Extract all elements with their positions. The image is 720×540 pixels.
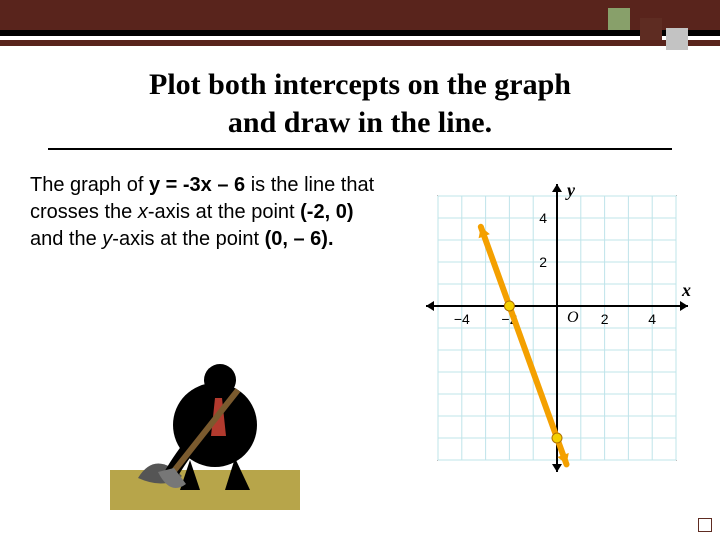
slide-top-bar	[0, 0, 720, 52]
svg-text:2: 2	[601, 311, 609, 327]
digging-clipart	[110, 350, 300, 510]
title-underline	[48, 148, 672, 150]
decor-square-maroon	[640, 18, 662, 40]
decor-square-gray	[666, 28, 688, 50]
body-t1: The graph of	[30, 174, 149, 196]
body-t3: -axis at the point	[148, 201, 300, 223]
y-axis-word: y	[102, 228, 112, 250]
svg-text:y: y	[565, 180, 576, 200]
svg-text:4: 4	[539, 210, 547, 226]
bar-stripe-2	[0, 30, 720, 36]
coordinate-graph: −4−22442Oxy	[406, 178, 696, 478]
point-1: (-2, 0)	[300, 201, 353, 223]
body-t5: -axis at the point	[112, 228, 264, 250]
body-paragraph: The graph of y = -3x – 6 is the line tha…	[30, 172, 380, 253]
svg-text:2: 2	[539, 254, 547, 270]
svg-text:O: O	[567, 309, 579, 326]
slide-title: Plot both intercepts on the graph and dr…	[0, 66, 720, 141]
svg-text:4: 4	[648, 311, 656, 327]
svg-text:x: x	[681, 280, 691, 300]
body-equation: y = -3x – 6	[149, 174, 245, 196]
corner-marker	[698, 518, 712, 532]
title-line-1: Plot both intercepts on the graph	[149, 68, 571, 101]
svg-text:−4: −4	[454, 311, 470, 327]
body-t4: and the	[30, 228, 102, 250]
title-line-2: and draw in the line.	[228, 106, 492, 139]
point-2: (0, – 6).	[265, 228, 334, 250]
x-axis-word: x	[138, 201, 148, 223]
decor-square-olive	[608, 8, 630, 30]
bar-stripe-3	[0, 40, 720, 46]
